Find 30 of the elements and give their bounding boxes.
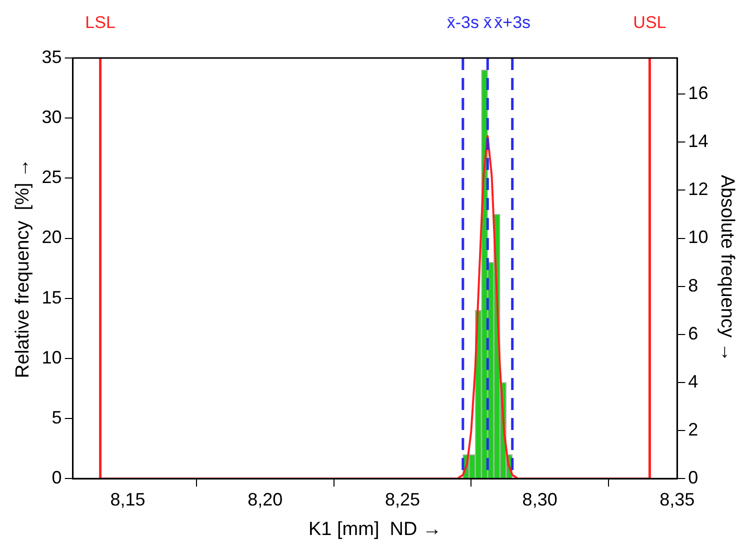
x-tick-label: 8,25	[384, 489, 420, 510]
x-tick-label: 8,35	[660, 489, 695, 510]
x-tick-label: 8,15	[110, 489, 146, 510]
x-tick-label: 8,20	[248, 489, 283, 510]
y2-tick-label: 4	[688, 371, 698, 392]
y-tick-label: 5	[52, 407, 62, 428]
y2-tick-label: 2	[688, 420, 698, 440]
y2-tick-label: 16	[688, 83, 708, 104]
ref-line-label: USL	[633, 13, 666, 32]
x-tick-label: 8,30	[522, 489, 558, 510]
y-axis-title: Relative frequency [%] →	[12, 158, 34, 378]
y-tick-label: 30	[42, 107, 62, 128]
y-tick-label: 35	[42, 46, 62, 67]
y-tick-label: 10	[42, 347, 62, 368]
y-tick-label: 25	[42, 167, 62, 188]
y2-tick-label: 6	[688, 323, 698, 344]
y2-tick-label: 14	[688, 131, 708, 152]
ref-line-label: x̄-3s	[446, 13, 479, 32]
y2-tick-label: 0	[688, 468, 698, 488]
y-tick-label: 15	[42, 287, 62, 308]
y-tick-label: 20	[42, 227, 62, 248]
y2-tick-label: 12	[688, 179, 708, 200]
y-tick-label: 0	[52, 468, 62, 488]
x-axis-title: K1 [mm] ND →	[308, 518, 442, 540]
ref-line-label: x̄+3s	[494, 13, 531, 32]
y2-tick-label: 10	[688, 227, 708, 248]
y2-tick-label: 8	[688, 275, 698, 296]
y2-axis-title: Absolute frequency →	[716, 174, 738, 362]
ref-line-label: x̄	[483, 13, 492, 32]
ref-line-label: LSL	[85, 13, 116, 32]
